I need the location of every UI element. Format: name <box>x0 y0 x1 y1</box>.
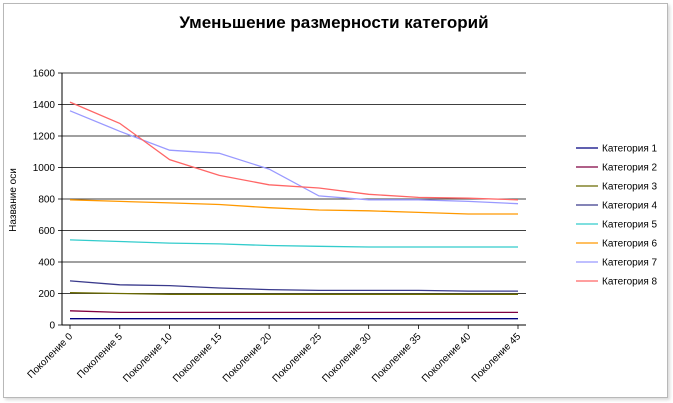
x-tick-label: Поколение 10 <box>121 331 175 385</box>
y-axis-label: Название оси <box>8 168 19 232</box>
series-line <box>69 101 519 201</box>
line-chart: Уменьшение размерности категорий 0 200 400… <box>8 13 658 385</box>
chart-title: Уменьшение размерности категорий <box>179 13 488 32</box>
legend-label: Категория 1 <box>602 144 658 155</box>
series-line <box>69 239 518 248</box>
y-tick-labels: 0 200 400 600 800 1000 1200 1400 1600 <box>33 69 56 332</box>
legend-label: Категория 5 <box>602 220 658 231</box>
gridlines <box>58 72 526 326</box>
legend-label: Категория 6 <box>602 239 658 250</box>
x-tick-label: Поколение 0 <box>26 331 76 381</box>
y-tick-label: 200 <box>38 289 55 300</box>
x-tick-label: Поколение 25 <box>271 331 325 385</box>
y-tick-label: 1000 <box>33 163 56 174</box>
y-tick-label: 800 <box>38 195 55 206</box>
legend-label: Категория 7 <box>602 258 658 269</box>
series-line <box>69 280 518 292</box>
x-tick-label: Поколение 35 <box>370 331 424 385</box>
series-line <box>69 292 518 295</box>
y-tick-label: 0 <box>49 321 55 332</box>
x-tick-label: Поколение 30 <box>320 331 374 385</box>
x-tick-label: Поколение 15 <box>171 331 225 385</box>
legend-label: Категория 8 <box>602 277 658 288</box>
y-tick-label: 1600 <box>33 69 56 80</box>
x-tick-label: Поколение 40 <box>420 331 474 385</box>
legend-label: Категория 4 <box>602 201 658 212</box>
x-tick-label: Поколение 45 <box>470 331 524 385</box>
y-tick-label: 600 <box>38 226 55 237</box>
series-line <box>69 310 518 314</box>
y-tick-label: 1200 <box>33 132 56 143</box>
x-tick-label: Поколение 20 <box>221 331 275 385</box>
series-line <box>69 110 519 205</box>
x-tick-label: Поколение 5 <box>75 331 125 381</box>
series-lines <box>69 101 519 320</box>
legend: Категория 1 Категория 2 Категория 3 Категор… <box>576 144 658 288</box>
y-tick-label: 1400 <box>33 100 56 111</box>
series-line <box>69 199 518 215</box>
axes <box>61 73 526 329</box>
chart-frame: Уменьшение размерности категорий 0 200 400… <box>3 3 668 398</box>
legend-label: Категория 3 <box>602 182 658 193</box>
legend-label: Категория 2 <box>602 163 658 174</box>
y-tick-label: 400 <box>38 258 55 269</box>
